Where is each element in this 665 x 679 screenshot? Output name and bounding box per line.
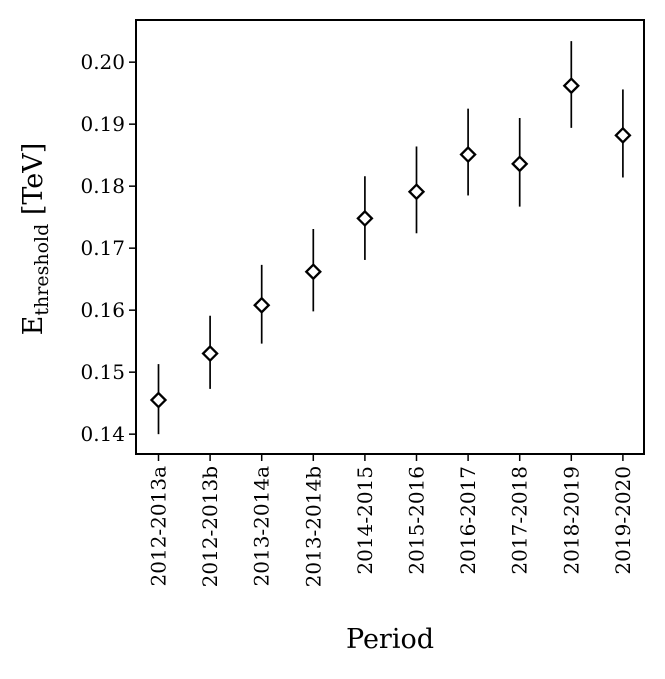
y-tick-label: 0.14 <box>80 422 125 446</box>
y-axis-ticks: 0.14 0.15 0.16 0.17 0.18 0.19 0.20 <box>80 50 136 446</box>
y-tick-label: 0.17 <box>80 236 125 260</box>
y-axis-title-subscript: threshold <box>31 224 53 316</box>
data-point <box>562 77 580 95</box>
y-tick-label: 0.16 <box>80 298 125 322</box>
data-point <box>253 296 271 314</box>
y-axis-title-unit: [TeV] <box>18 143 49 224</box>
x-axis-ticks: 2012-2013a 2012-2013b 2013-2014a 2013-2014b… <box>147 454 635 587</box>
x-tick-label: 2012-2013b <box>198 466 222 587</box>
x-axis-title: Period <box>346 624 434 655</box>
x-tick-label: 2019-2020 <box>611 466 635 575</box>
data-point <box>201 344 219 363</box>
x-tick-label: 2012-2013a <box>147 466 171 587</box>
x-tick-label: 2015-2016 <box>405 466 429 575</box>
x-tick-label: 2016-2017 <box>456 466 480 575</box>
y-tick-label: 0.18 <box>80 174 125 198</box>
x-tick-label: 2013-2014a <box>250 466 274 587</box>
x-tick-label: 2013-2014b <box>301 466 325 587</box>
plot-marks <box>149 41 632 435</box>
x-tick-label: 2018-2019 <box>559 466 583 575</box>
data-point <box>304 263 322 281</box>
y-tick-label: 0.15 <box>80 360 125 384</box>
x-tick-label: 2017-2018 <box>508 466 532 575</box>
x-tick-label: 2014-2015 <box>353 466 377 575</box>
data-point <box>149 391 168 409</box>
data-point <box>459 145 477 164</box>
plot-frame <box>135 19 645 455</box>
data-point <box>407 183 426 201</box>
data-point <box>614 126 632 144</box>
y-tick-label: 0.20 <box>80 50 125 74</box>
data-point <box>511 155 529 173</box>
y-axis-title: Ethreshold [TeV] <box>18 143 53 336</box>
y-axis-title-main: E <box>18 316 49 336</box>
data-point <box>356 209 374 228</box>
y-tick-label: 0.19 <box>80 112 125 136</box>
